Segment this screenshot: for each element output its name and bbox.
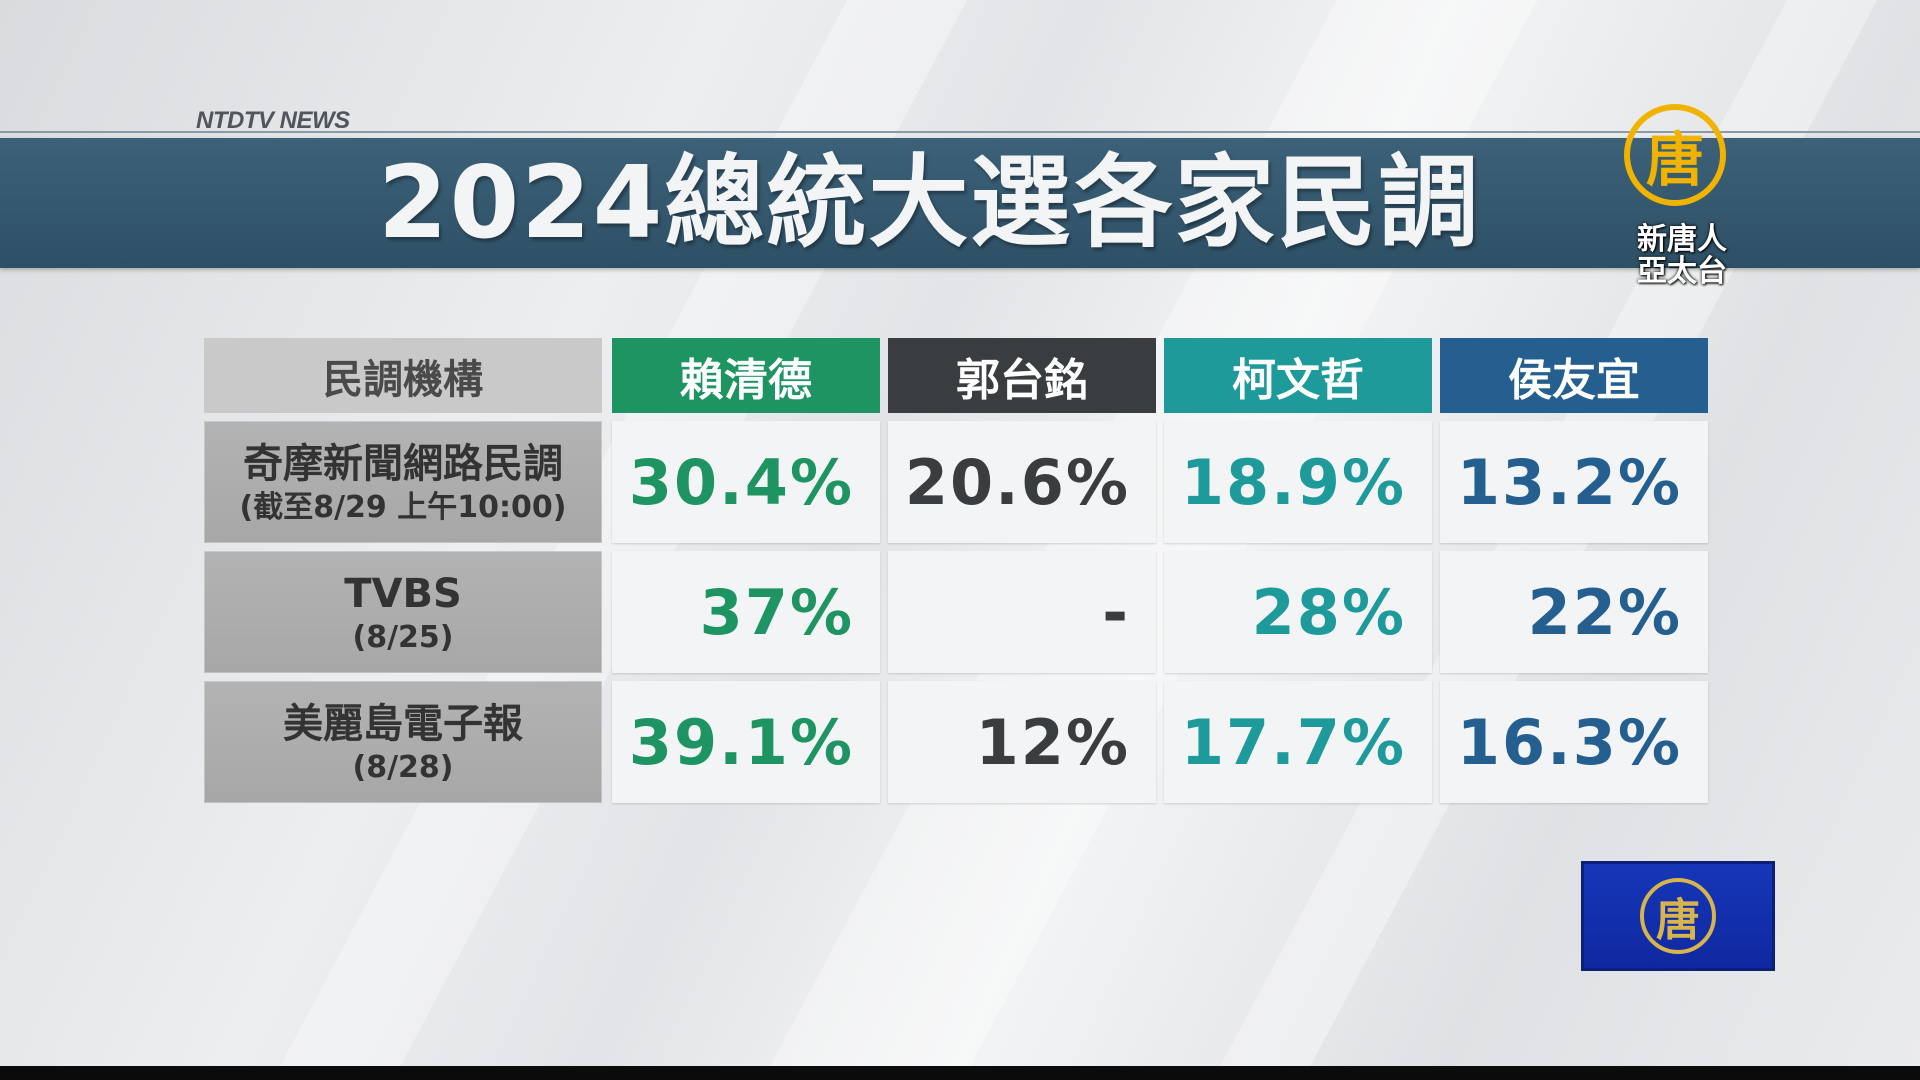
header-org-label: 民調機構 <box>204 338 602 413</box>
tang-emblem-icon: 唐 <box>1624 104 1726 206</box>
table-row-org: 美麗島電子報 (8/28) <box>204 681 602 803</box>
value-cell: 13.2% <box>1440 421 1708 543</box>
value-cell: 28% <box>1164 551 1432 673</box>
bottom-bar <box>0 1066 1920 1080</box>
value-cell: 16.3% <box>1440 681 1708 803</box>
org-date: (8/28) <box>352 750 454 785</box>
value-cell: 20.6% <box>888 421 1156 543</box>
value-cell: 12% <box>888 681 1156 803</box>
network-label: NTDTV NEWS <box>196 107 350 134</box>
header-candidate-lai: 賴清德 <box>612 338 880 413</box>
value-cell: 18.9% <box>1164 421 1432 543</box>
title-bar <box>0 138 1920 268</box>
header-candidate-ko: 柯文哲 <box>1164 338 1432 413</box>
channel-logo-line2: 亞太台 <box>1637 254 1727 289</box>
header-divider <box>0 131 1920 133</box>
header-candidate-hou: 侯友宜 <box>1440 338 1708 413</box>
page-title: 2024總統大選各家民調 <box>378 144 1481 261</box>
corner-channel-logo: 唐 <box>1584 864 1772 968</box>
value-cell: 30.4% <box>612 421 880 543</box>
header-candidate-guo: 郭台銘 <box>888 338 1156 413</box>
channel-logo-line1: 新唐人 <box>1637 222 1727 257</box>
org-name: 奇摩新聞網路民調 <box>243 441 563 487</box>
org-name: TVBS <box>344 571 462 617</box>
value-cell: 17.7% <box>1164 681 1432 803</box>
org-date: (截至8/29 上午10:00) <box>239 490 567 525</box>
org-name: 美麗島電子報 <box>283 701 523 747</box>
tang-emblem-icon: 唐 <box>1640 878 1716 954</box>
value-cell: 22% <box>1440 551 1708 673</box>
value-cell: 37% <box>612 551 880 673</box>
channel-logo: 唐 新唐人 亞太台 <box>1620 104 1744 289</box>
table-row-org: TVBS (8/25) <box>204 551 602 673</box>
org-date: (8/25) <box>352 620 454 655</box>
value-cell: 39.1% <box>612 681 880 803</box>
value-cell: - <box>888 551 1156 673</box>
poll-table: 民調機構 賴清德 郭台銘 柯文哲 侯友宜 奇摩新聞網路民調 (截至8/29 上午… <box>204 338 1714 803</box>
table-row-org: 奇摩新聞網路民調 (截至8/29 上午10:00) <box>204 421 602 543</box>
